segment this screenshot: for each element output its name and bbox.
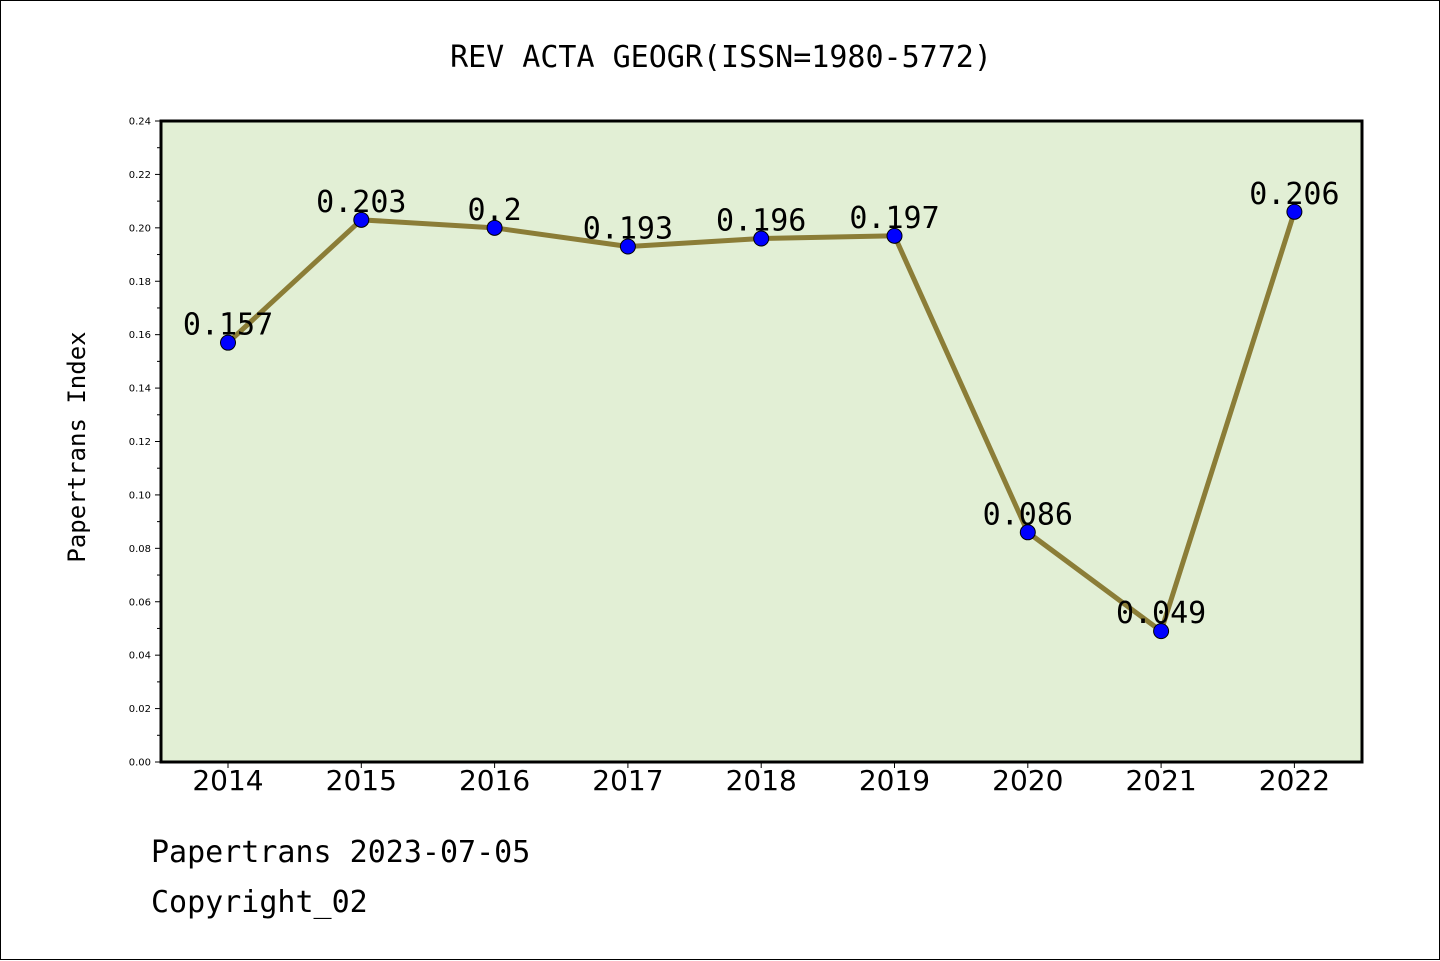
y-axis-label: Papertrans Index [63,331,91,562]
x-tick-label: 2018 [726,764,797,797]
data-point [1153,623,1170,640]
x-tick-label: 2021 [1125,764,1196,797]
y-tick-label: 0.20 [129,223,151,234]
y-tick-label: 0.18 [129,277,151,288]
y-tick-label: 0.12 [129,437,151,448]
y-tick-label: 0.02 [129,704,151,715]
data-point [886,227,903,244]
data-point [353,211,370,228]
data-label: 0.203 [316,185,406,220]
data-label: 0.2 [468,193,522,228]
x-tick-label: 2015 [326,764,397,797]
data-point [1019,524,1036,541]
x-tick-label: 2014 [192,764,263,797]
data-label: 0.157 [183,308,273,343]
x-tick-label: 2020 [992,764,1063,797]
data-point [486,219,503,236]
y-tick-label: 0.10 [129,490,151,501]
y-tick-label: 0.04 [129,651,151,662]
x-axis-ticks: 2014 2015 2016 2017 2018 2019 2020 2021 2022 [192,762,1330,797]
data-point [220,334,236,351]
y-tick-label: 0.24 [129,117,151,128]
x-tick-label: 2022 [1259,764,1330,797]
y-axis-ticks: 0.00 0.02 0.04 0.06 0.08 0.10 0.12 0.14 0.16 0.18… [129,117,161,769]
data-label: 0.197 [849,201,939,236]
y-tick-label: 0.16 [129,330,151,341]
data-label: 0.049 [1116,596,1206,631]
x-tick-label: 2016 [459,764,530,797]
y-tick-label: 0.14 [129,384,151,395]
data-label: 0.193 [583,212,673,247]
y-tick-label: 0.00 [129,758,151,769]
x-tick-label: 2017 [592,764,663,797]
footer-date-text: Papertrans 2023-07-05 [151,835,531,870]
data-label: 0.086 [983,497,1073,532]
data-point [1286,203,1303,220]
series-layer [220,203,1303,640]
y-tick-label: 0.06 [129,597,151,608]
y-tick-label: 0.22 [129,170,151,181]
data-labels: 0.157 0.203 0.2 0.193 0.196 0.197 0.086 0.049 0.… [183,177,1340,631]
data-label: 0.196 [716,204,806,239]
y-tick-label: 0.08 [129,544,151,555]
footer-copyright-text: Copyright_02 [151,885,368,920]
chart-title: REV ACTA GEOGR(ISSN=1980-5772) [450,40,992,75]
x-tick-label: 2019 [859,764,930,797]
plot-area [159,119,1364,764]
data-point [753,230,770,247]
data-label: 0.206 [1249,177,1339,212]
data-point [619,238,636,255]
